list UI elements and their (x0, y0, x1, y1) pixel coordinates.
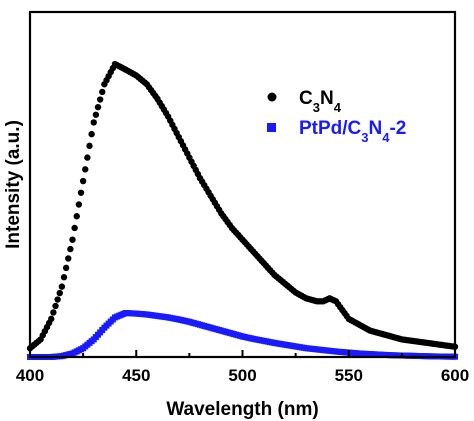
data-point-c3n4 (50, 309, 57, 316)
data-point-c3n4 (94, 103, 102, 111)
legend-marker-ptpd (267, 123, 276, 132)
data-point-c3n4 (71, 224, 78, 232)
data-point-c3n4 (96, 96, 104, 103)
data-point-c3n4 (69, 236, 76, 243)
data-point-c3n4 (52, 302, 59, 310)
legend: C3N4 PtPd/C3N4-2 (267, 88, 406, 145)
data-point-c3n4 (86, 142, 93, 150)
y-axis-title: Intensity (a.u.) (3, 120, 24, 249)
data-point-c3n4 (60, 274, 68, 281)
x-tick-label: 600 (441, 366, 469, 385)
plot-frame (28, 10, 457, 359)
data-point-c3n4 (75, 201, 83, 208)
x-axis-ticks (29, 350, 456, 357)
x-tick-label: 450 (122, 366, 150, 385)
data-point-c3n4 (65, 255, 72, 262)
data-point-c3n4 (90, 119, 97, 126)
data-point-c3n4 (67, 245, 74, 253)
data-point-c3n4 (82, 166, 89, 173)
x-axis-tick-labels: 400 450 500 550 600 (16, 366, 469, 385)
data-point-c3n4 (58, 283, 66, 290)
legend-label-c3n4: C3N4 (299, 88, 342, 115)
x-tick-label: 400 (16, 366, 44, 385)
data-point-c3n4 (62, 264, 70, 272)
data-point-c3n4 (56, 289, 63, 297)
series-ptpd-markers (27, 310, 458, 360)
legend-marker-c3n4 (267, 92, 277, 102)
x-tick-label: 500 (228, 366, 256, 385)
data-point-c3n4 (99, 88, 106, 96)
data-point-c3n4 (92, 111, 100, 118)
data-point-c3n4 (73, 213, 80, 220)
data-point-c3n4 (54, 296, 61, 303)
data-point-c3n4 (48, 315, 55, 323)
x-axis-title: Wavelength (nm) (166, 399, 318, 420)
data-point-c3n4 (88, 130, 95, 138)
x-tick-label: 550 (335, 366, 363, 385)
series-c3n4-markers (26, 60, 459, 352)
data-point-c3n4 (84, 154, 91, 161)
data-point-c3n4 (79, 177, 87, 185)
data-point-c3n4 (77, 189, 85, 196)
legend-label-ptpd: PtPd/C3N4-2 (299, 118, 406, 145)
